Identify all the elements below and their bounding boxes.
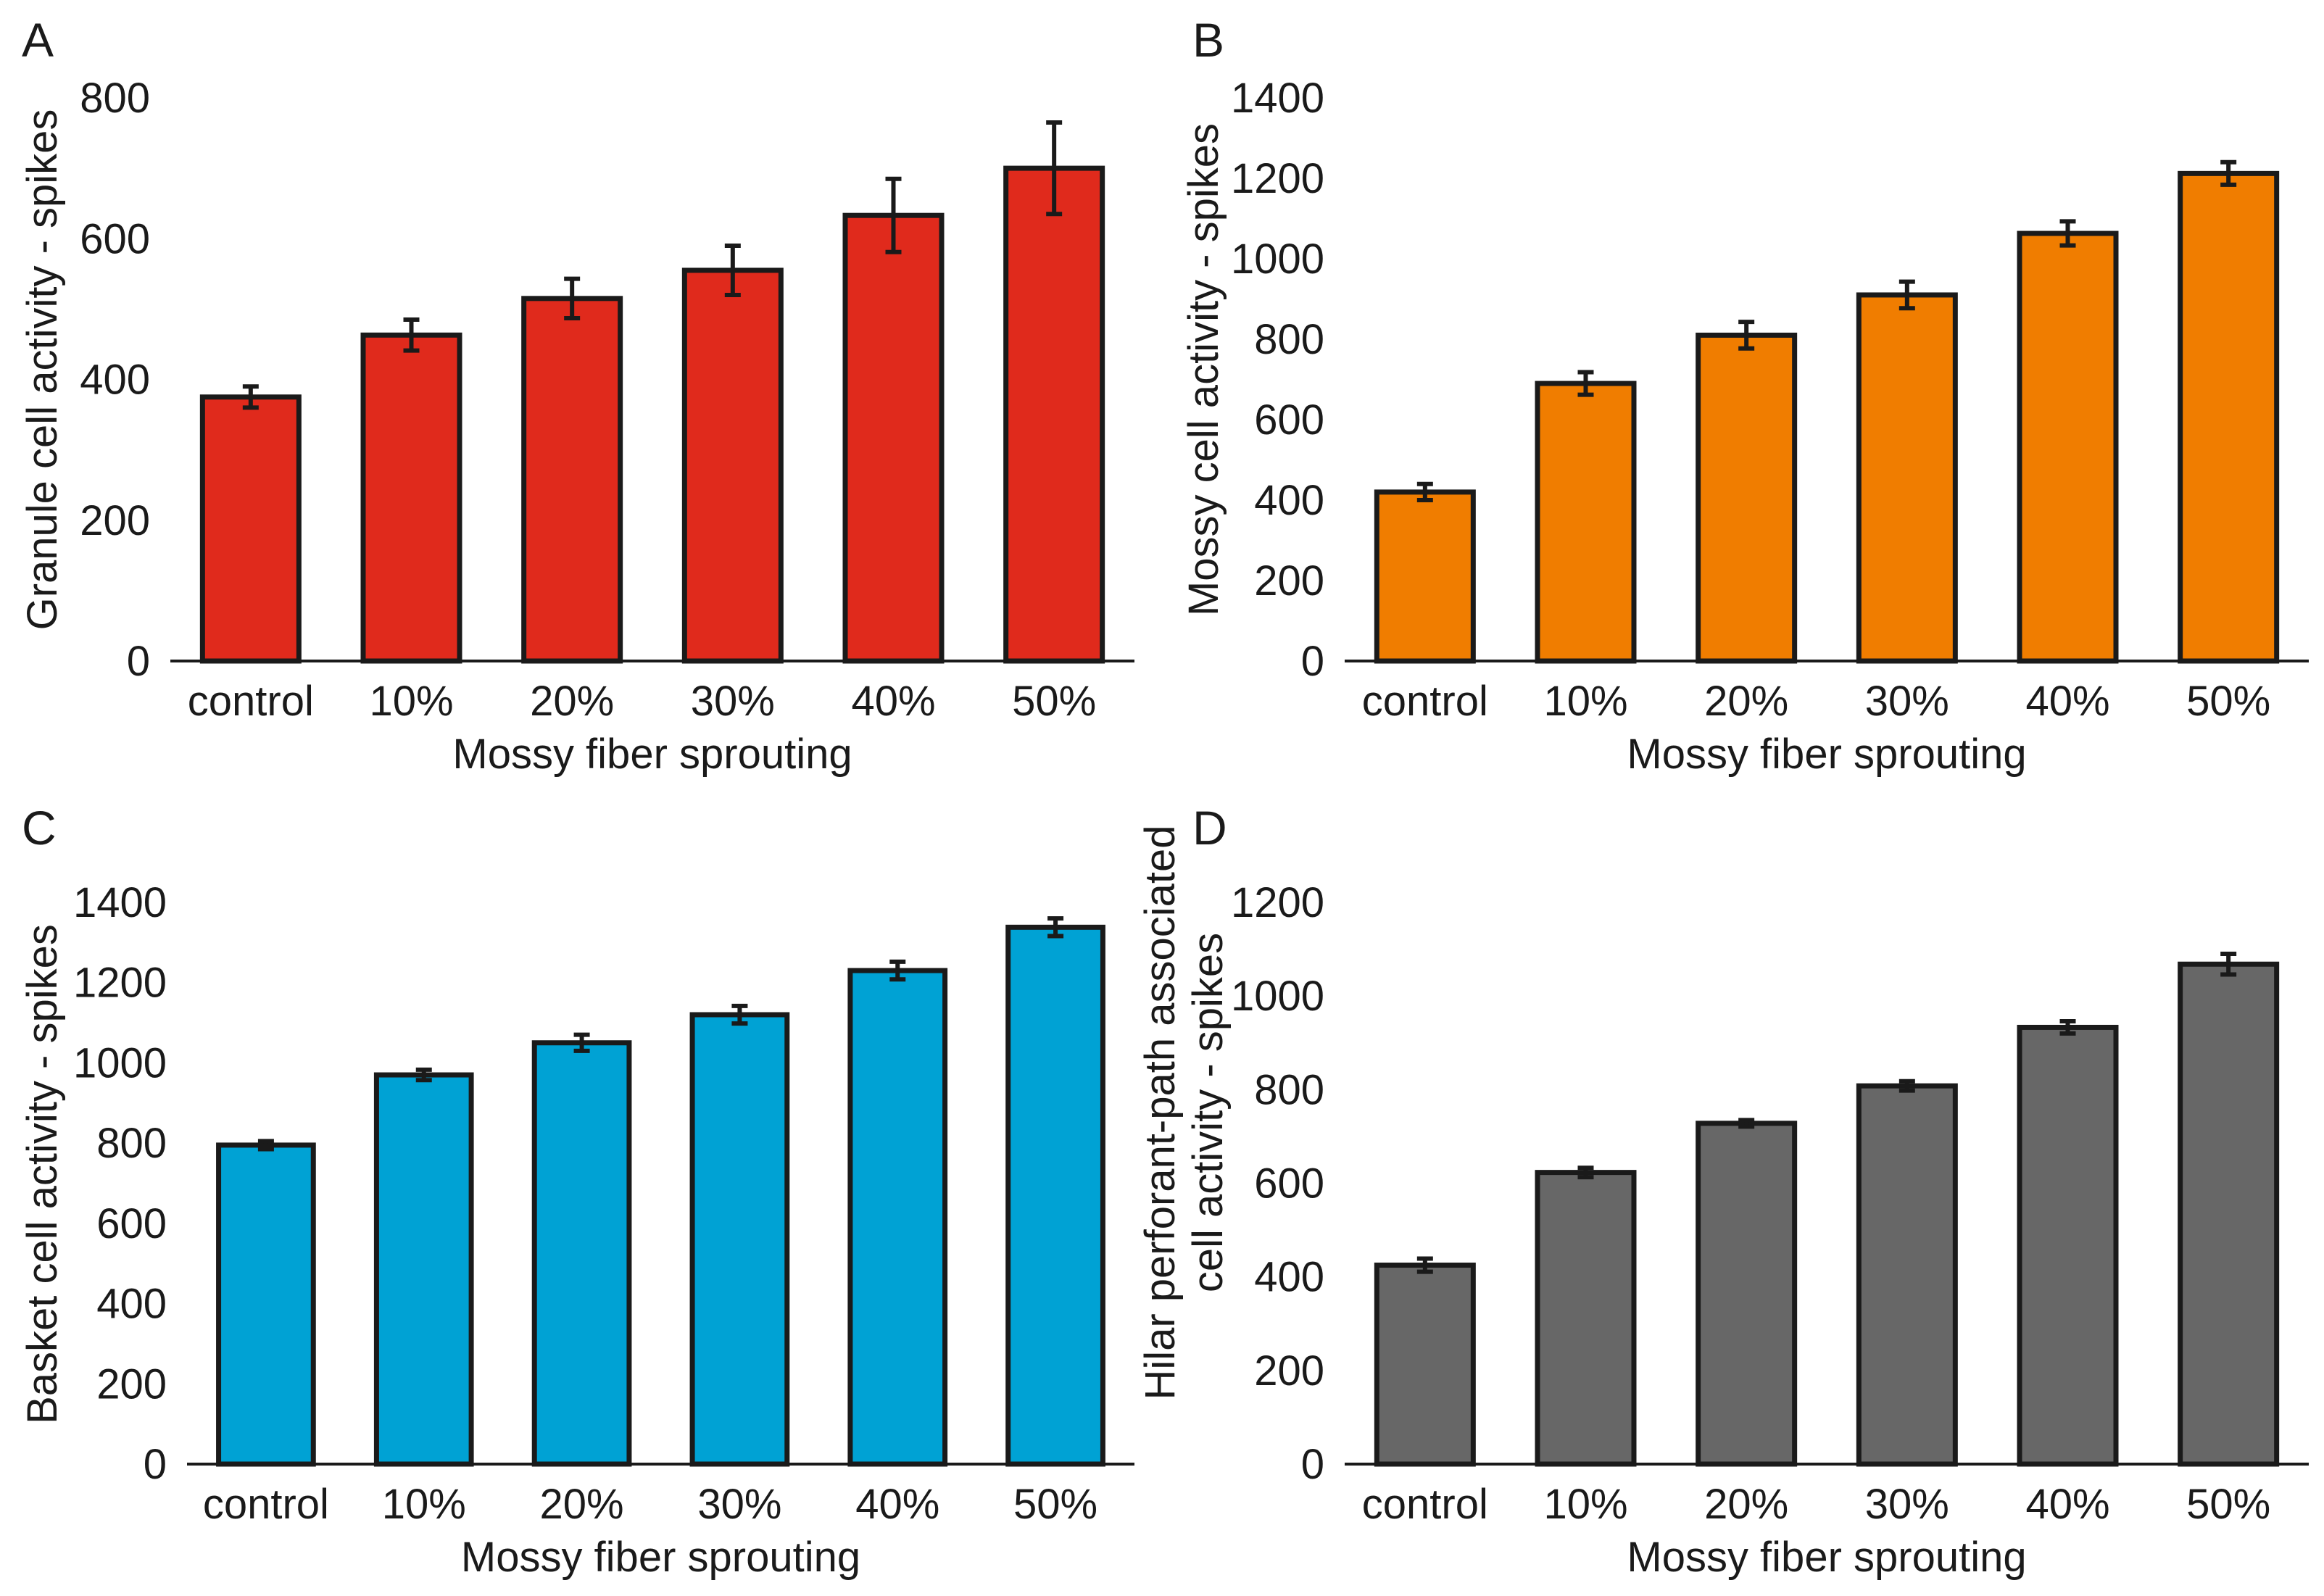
bar [216, 1142, 316, 1467]
y-tick-label: 1200 [1231, 155, 1324, 202]
y-axis-label: Mossy cell activity - spikes [1180, 123, 1227, 616]
y-tick-label: 0 [1301, 1441, 1324, 1488]
x-category-label: 10% [1543, 1481, 1627, 1528]
x-category-label: 30% [697, 1481, 781, 1528]
x-category-label: control [1362, 678, 1488, 725]
y-tick-label: 200 [1254, 557, 1324, 604]
x-category-label: 40% [2025, 678, 2109, 725]
y-tick-label: 200 [80, 497, 150, 544]
y-tick-label: 400 [1254, 477, 1324, 524]
bar [2017, 230, 2119, 664]
y-tick-label: 800 [80, 75, 150, 122]
x-category-label: 40% [851, 678, 935, 725]
panel-letter: C [22, 801, 57, 855]
x-category-label: 20% [540, 1481, 624, 1528]
bar [1856, 1083, 1958, 1467]
x-axis-label: Mossy fiber sprouting [1627, 1534, 2026, 1581]
x-category-label: 10% [1543, 678, 1627, 725]
bar [1374, 489, 1476, 664]
y-tick-label: 400 [80, 357, 150, 404]
bar [1374, 1263, 1476, 1467]
x-category-label: control [188, 678, 314, 725]
bar [2178, 961, 2280, 1467]
x-category-label: 40% [855, 1481, 939, 1528]
bar [531, 1040, 632, 1467]
y-axis-label: Granule cell activity - spikes [19, 109, 66, 631]
bar [199, 394, 302, 664]
y-tick-label: 600 [1254, 1160, 1324, 1208]
bar [521, 296, 623, 664]
x-axis-label: Mossy fiber sprouting [461, 1534, 860, 1581]
y-tick-label: 0 [144, 1441, 167, 1488]
y-tick-label: 1400 [73, 879, 167, 926]
bar [1535, 381, 1637, 664]
y-tick-label: 800 [1254, 1066, 1324, 1113]
y-tick-label: 1200 [73, 960, 167, 1007]
x-category-label: 20% [1704, 1481, 1788, 1528]
x-category-label: control [1362, 1481, 1488, 1528]
y-axis-label: cell activity - spikes [1184, 933, 1232, 1292]
bar [1696, 332, 1798, 664]
panel-a: A 0 200 400 600 800 Granule cell activity - sp… [19, 13, 1134, 778]
x-category-label: 10% [382, 1481, 466, 1528]
x-category-label: 10% [369, 678, 453, 725]
bar [842, 212, 945, 664]
y-tick-label: 1000 [1231, 973, 1324, 1020]
x-category-label: 20% [1704, 678, 1788, 725]
x-category-label: 30% [1865, 1481, 1949, 1528]
bar [1856, 292, 1958, 664]
panel-letter: D [1192, 801, 1227, 855]
x-category-label: 50% [1013, 1481, 1097, 1528]
panel-letter: A [22, 13, 54, 67]
y-tick-label: 1200 [1231, 879, 1324, 926]
y-tick-label: 600 [80, 215, 150, 262]
y-tick-label: 200 [96, 1360, 167, 1408]
y-axis-label: Basket cell activity - spikes [19, 924, 66, 1424]
bar [1005, 924, 1105, 1467]
x-category-label: 40% [2025, 1481, 2109, 1528]
x-category-label: 50% [2186, 1481, 2270, 1528]
bar [1696, 1121, 1798, 1467]
y-tick-label: 600 [1254, 396, 1324, 444]
y-tick-label: 600 [96, 1200, 167, 1247]
y-tick-label: 1000 [73, 1039, 167, 1086]
x-axis-label: Mossy fiber sprouting [1627, 731, 2026, 778]
bar [1535, 1170, 1637, 1467]
panel-letter: B [1192, 13, 1224, 67]
y-tick-label: 1000 [1231, 236, 1324, 283]
y-tick-label: 400 [96, 1281, 167, 1328]
y-tick-label: 0 [1301, 638, 1324, 685]
bar [373, 1072, 474, 1467]
bar [847, 968, 948, 1467]
y-tick-label: 800 [1254, 316, 1324, 363]
panel-d: D 0 200 400 600 800 1000 1200 Hilar perforant-pa… [1137, 801, 2309, 1581]
x-axis-label: Mossy fiber sprouting [452, 731, 852, 778]
bar [360, 332, 462, 664]
bar [681, 267, 784, 664]
y-tick-label: 400 [1254, 1254, 1324, 1301]
y-tick-label: 0 [127, 638, 150, 685]
bar [2017, 1024, 2119, 1467]
bar [1003, 165, 1105, 664]
y-tick-label: 800 [96, 1120, 167, 1167]
x-category-label: 50% [2186, 678, 2270, 725]
y-tick-label: 200 [1254, 1347, 1324, 1395]
y-tick-label: 1400 [1231, 75, 1324, 122]
x-category-label: control [203, 1481, 329, 1528]
y-axis-label: Hilar perforant-path associated [1137, 825, 1184, 1400]
x-category-label: 30% [1865, 678, 1949, 725]
bar [2178, 170, 2280, 664]
bar [689, 1012, 790, 1467]
x-category-label: 30% [691, 678, 775, 725]
x-category-label: 20% [530, 678, 614, 725]
x-category-label: 50% [1012, 678, 1096, 725]
